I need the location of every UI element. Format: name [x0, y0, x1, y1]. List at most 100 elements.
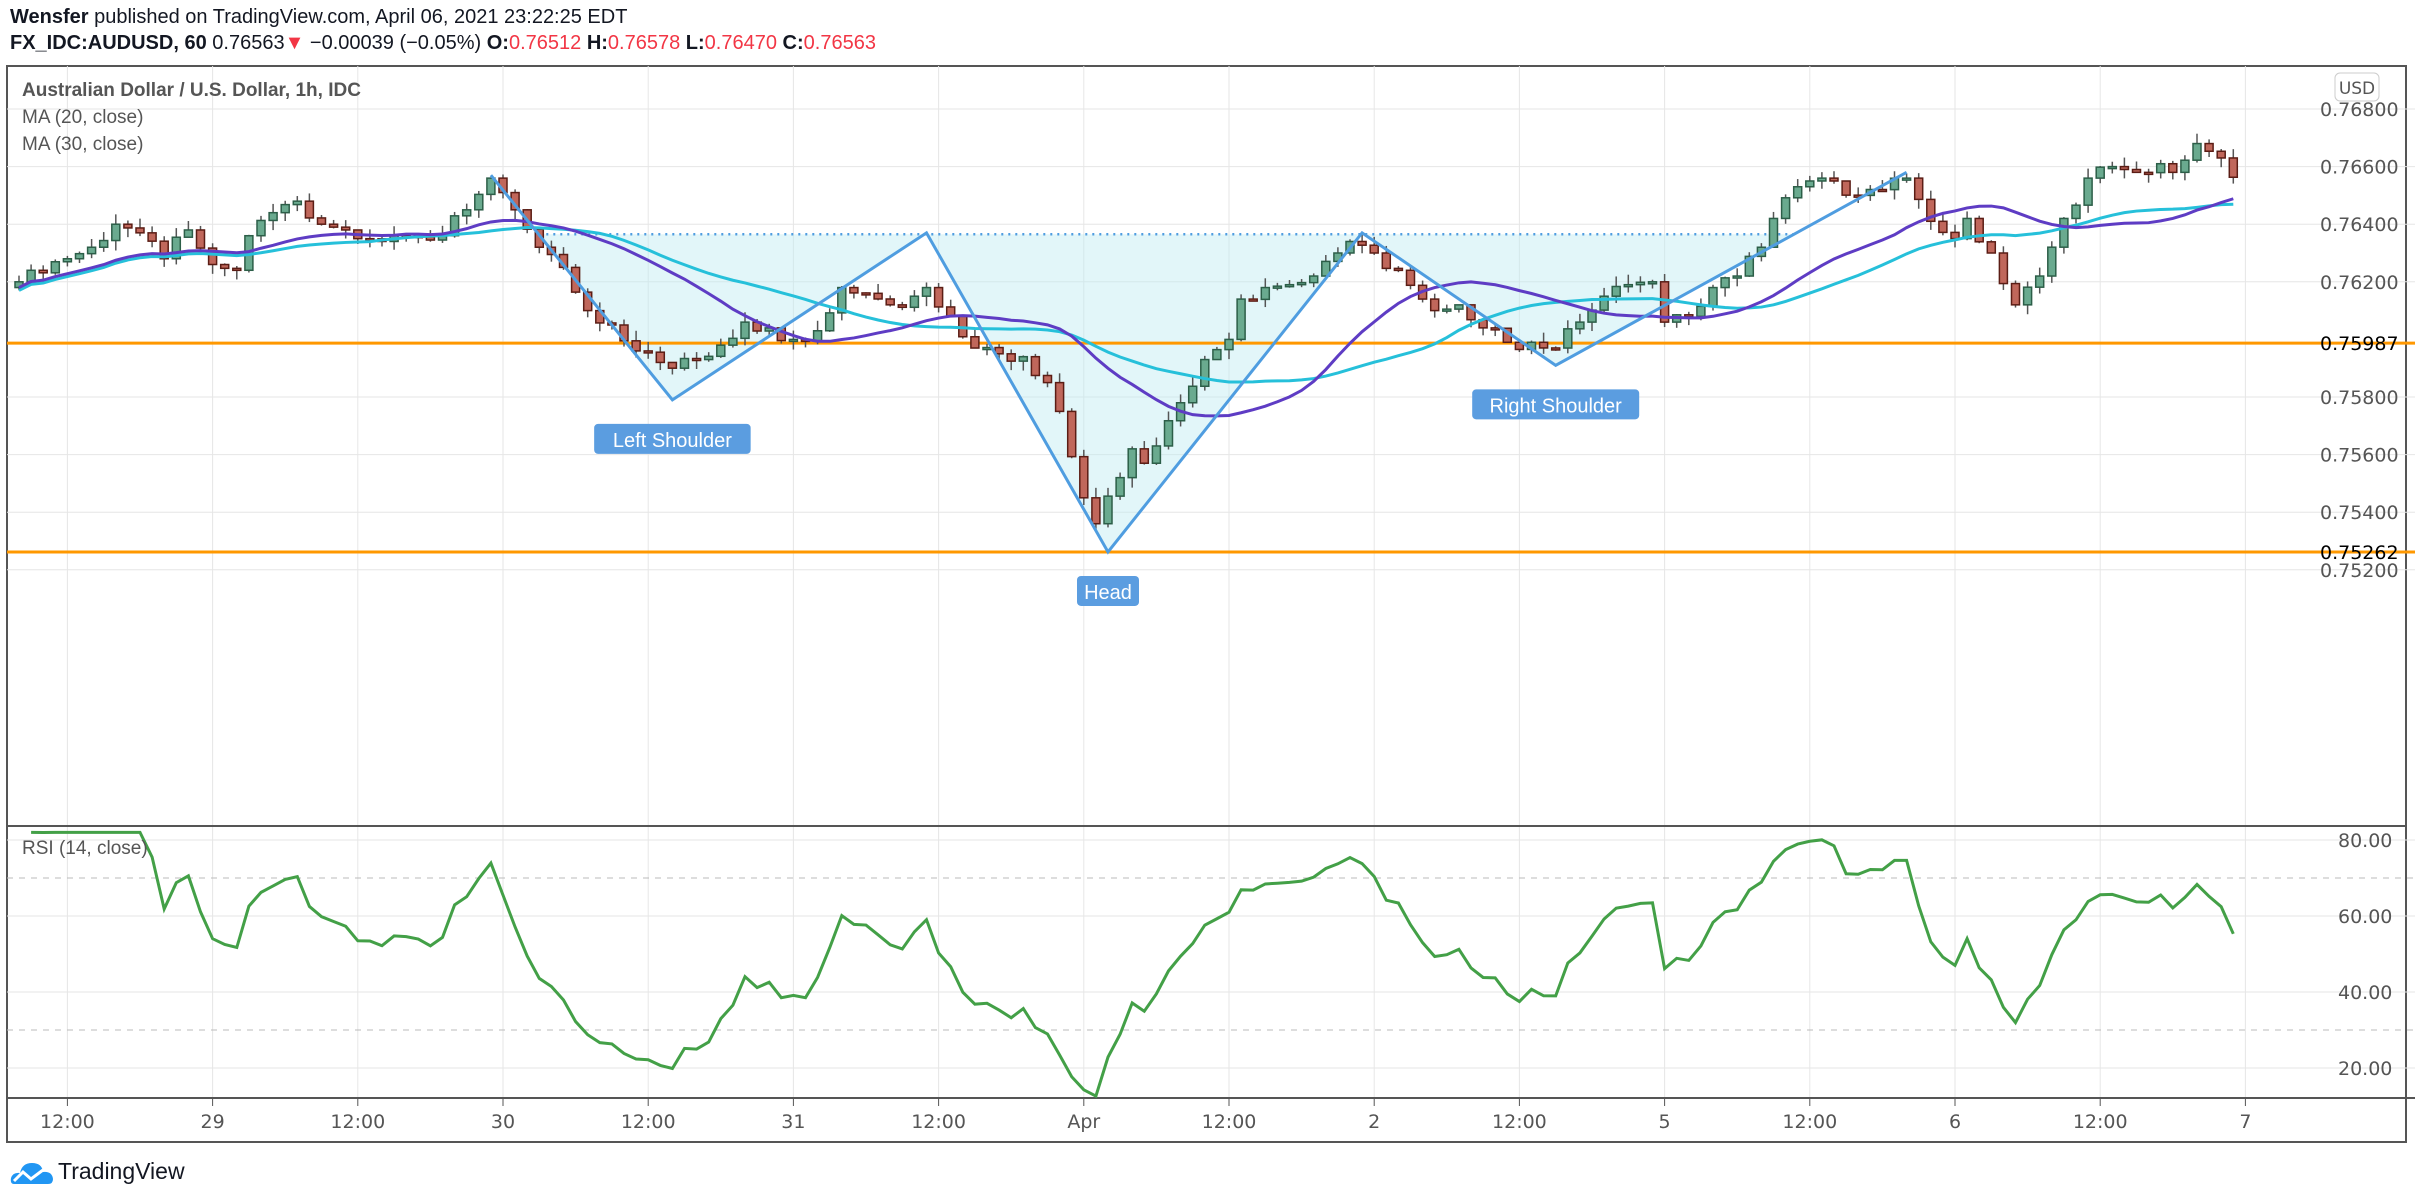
cloud-logo-icon [10, 1162, 54, 1184]
candle-down [1405, 269, 1416, 287]
candle-up [1635, 281, 1646, 286]
legend-ma20[interactable]: MA (20, close) [22, 107, 144, 128]
price-tick-label: 0.76200 [2320, 272, 2399, 294]
candle-down [328, 223, 339, 228]
time-tick-label: 12:00 [2073, 1111, 2128, 1133]
candle [1151, 437, 1162, 465]
candle-down [2216, 150, 2226, 159]
annotation-box [594, 423, 751, 454]
candle-down [655, 351, 666, 364]
candle [135, 218, 145, 237]
candle [2168, 160, 2178, 180]
rsi-tick-label: 80.00 [2338, 830, 2392, 852]
candle-down [232, 267, 242, 272]
candle-up [1744, 255, 1755, 277]
candle-up [1599, 295, 1609, 311]
candle [2155, 159, 2166, 179]
price-tick-label: 0.76400 [2320, 214, 2399, 236]
candle [486, 177, 496, 201]
candle [667, 361, 678, 375]
candle [933, 283, 944, 313]
candle [2216, 149, 2226, 168]
candle [1938, 211, 1948, 236]
candle [1732, 268, 1742, 287]
candle [232, 266, 242, 280]
annotation-label: Left Shoulder [613, 430, 732, 452]
candle-down [1369, 244, 1379, 254]
candle [86, 238, 97, 259]
candle-down [933, 286, 944, 308]
candle-down [1926, 198, 1936, 223]
candle-up [2059, 217, 2069, 248]
ma20-line [18, 197, 2234, 418]
candle-down [2010, 282, 2021, 306]
candle-down [1042, 374, 1053, 384]
candle [1623, 274, 1634, 293]
candle-down [159, 240, 169, 260]
candle [885, 295, 895, 307]
candle-up [740, 321, 750, 340]
candle-down [1986, 241, 1997, 254]
currency-label: USD [2339, 79, 2375, 99]
candle [1236, 294, 1246, 342]
candle [2107, 161, 2118, 174]
author[interactable]: Wensfer [10, 6, 89, 28]
down-arrow-icon: ▼ [284, 32, 305, 54]
candle-up [268, 211, 278, 222]
candle-up [1454, 304, 1464, 310]
candle-up [86, 246, 97, 255]
candle-up [1720, 277, 1730, 289]
time-tick-label: 2 [1368, 1111, 1380, 1133]
candle [1115, 472, 1125, 500]
candle-down [2228, 157, 2239, 179]
candle [1187, 377, 1198, 408]
candle [716, 338, 726, 358]
candle-up [982, 346, 992, 351]
candle [38, 265, 48, 281]
candle-up [1163, 419, 1174, 447]
rsi-tick-label: 20.00 [2338, 1058, 2392, 1080]
candle-up [111, 223, 121, 242]
time-tick-label: 12:00 [330, 1111, 385, 1133]
change: −0.00039 (−0.05%) [309, 32, 482, 54]
candle-down [135, 227, 145, 234]
candle [62, 255, 73, 267]
tradingview-logo[interactable]: TradingView [10, 1158, 185, 1185]
candle-down [1538, 341, 1549, 349]
candle-up [183, 229, 194, 238]
candle-up [1708, 286, 1718, 308]
candle-up [679, 357, 690, 369]
candle [159, 236, 169, 267]
candle [2131, 161, 2142, 174]
publish-text: published on TradingView.com, April 06, … [94, 6, 628, 28]
rsi-tick-label: 60.00 [2338, 906, 2392, 928]
candle [147, 226, 157, 248]
candle-up [1696, 305, 1706, 318]
price-tick-label: 0.76600 [2320, 157, 2399, 179]
annotation-label: Head [1084, 582, 1132, 604]
candle-up [1284, 283, 1295, 288]
candle [474, 190, 484, 218]
time-tick-label: 12:00 [621, 1111, 676, 1133]
candle-up [74, 252, 85, 260]
candle-down [1006, 353, 1016, 362]
candle-up [474, 193, 484, 211]
time-tick-label: 7 [2239, 1111, 2251, 1133]
candle-down [1393, 267, 1404, 272]
candle-up [1623, 283, 1634, 288]
annotation-box [1472, 389, 1640, 420]
price-tick-label: 0.75200 [2320, 560, 2399, 582]
candle [1974, 215, 1984, 244]
legend-ma30[interactable]: MA (30, close) [22, 134, 144, 155]
candle [1139, 441, 1150, 465]
candle [1429, 293, 1440, 318]
candle-up [1127, 448, 1137, 479]
legend-rsi[interactable]: RSI (14, close) [22, 838, 148, 859]
candle-down [2204, 142, 2214, 153]
candle [1248, 294, 1258, 302]
candle [195, 225, 206, 253]
candle-up [256, 219, 266, 237]
candle-down [1913, 177, 1924, 201]
candle-up [50, 261, 61, 274]
